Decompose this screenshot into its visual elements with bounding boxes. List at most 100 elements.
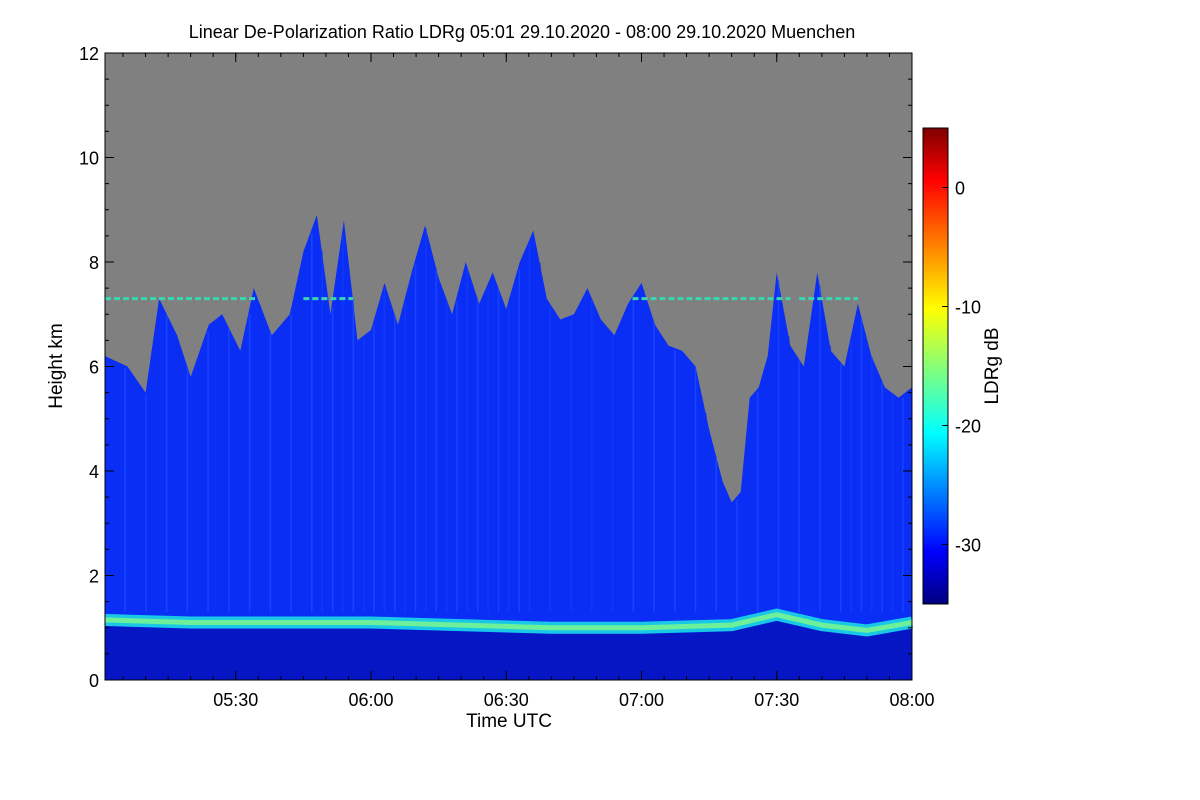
streak	[342, 235, 344, 613]
streak	[746, 433, 749, 613]
y-tick-label: 0	[89, 671, 99, 691]
streak	[798, 360, 800, 613]
streak	[259, 304, 261, 612]
surface-layer-region	[105, 621, 912, 680]
colorbar-ticks: 0 -10 -20 -30	[942, 179, 981, 556]
streak	[155, 326, 158, 613]
x-tick-label: 06:30	[484, 690, 529, 710]
y-tick-label: 2	[89, 567, 99, 587]
streak	[456, 301, 458, 613]
streak	[601, 322, 603, 613]
streak	[829, 345, 832, 613]
streak	[705, 413, 707, 613]
streak	[186, 367, 189, 613]
streak	[165, 314, 168, 613]
streak	[653, 321, 655, 612]
streak	[445, 299, 448, 613]
streak	[684, 356, 686, 613]
streak	[217, 320, 220, 612]
streak	[197, 361, 199, 613]
y-axis: 0 2 4 6 8 10 12	[79, 44, 912, 691]
y-tick-label: 8	[89, 253, 99, 273]
streak	[642, 289, 645, 613]
y-tick-label: 12	[79, 44, 99, 64]
colorbar-tick-label: -30	[955, 536, 981, 556]
streak	[611, 334, 614, 612]
streak	[134, 379, 137, 613]
streak	[290, 314, 292, 613]
streak	[487, 287, 489, 613]
streak	[352, 298, 355, 613]
streak	[476, 299, 479, 612]
streak	[435, 268, 438, 613]
y-tick-label: 10	[79, 149, 99, 169]
y-tick-label: 4	[89, 462, 99, 482]
streak	[373, 324, 375, 613]
streak	[124, 367, 126, 612]
streak	[145, 394, 147, 613]
streak	[891, 395, 894, 612]
streak	[404, 302, 406, 612]
colorbar-label: LDRg dB	[982, 327, 1003, 404]
colorbar-tick-label: -20	[955, 417, 981, 437]
streak	[715, 456, 717, 613]
streak	[114, 362, 116, 612]
streak	[819, 285, 821, 613]
y-axis-label: Height km	[46, 323, 67, 409]
x-axis-label: Time UTC	[466, 711, 552, 732]
x-tick-label: 05:30	[213, 690, 258, 710]
streak	[331, 307, 334, 613]
streak	[383, 288, 386, 612]
streak	[756, 392, 759, 613]
streak	[850, 341, 852, 612]
streak	[725, 491, 728, 613]
streak	[839, 363, 842, 613]
streak	[362, 338, 365, 613]
plot-area	[104, 52, 914, 681]
streak	[788, 336, 790, 613]
streak	[394, 314, 396, 613]
streak	[622, 320, 624, 613]
colorbar: 0 -10 -20 -30 LDRg dB	[922, 127, 1003, 605]
streak	[311, 233, 313, 612]
streak	[902, 397, 904, 613]
colorbar-tick-label: 0	[955, 179, 965, 199]
colorbar-scale	[922, 127, 949, 605]
streak	[570, 318, 572, 613]
chart-title: Linear De-Polarization Ratio LDRg 05:01 …	[189, 22, 855, 42]
streak	[238, 349, 240, 613]
streak	[269, 331, 272, 613]
streak	[736, 499, 738, 612]
y-tick-label: 6	[89, 358, 99, 378]
streak	[176, 335, 178, 612]
streak	[248, 313, 251, 612]
streak	[300, 266, 303, 613]
streak	[591, 299, 593, 613]
streak	[321, 250, 323, 613]
streak	[777, 279, 780, 612]
streak	[518, 269, 520, 613]
x-axis: 05:30 06:00 06:30 07:00 07:30 08:00	[122, 53, 935, 710]
streak	[425, 228, 427, 612]
streak	[871, 356, 873, 613]
streak	[539, 262, 541, 613]
streak	[767, 360, 769, 612]
x-tick-label: 07:00	[619, 690, 664, 710]
streak	[549, 305, 552, 613]
streak	[497, 288, 500, 613]
streak	[580, 303, 583, 613]
x-tick-label: 06:00	[348, 690, 393, 710]
streak	[414, 264, 417, 613]
streak	[674, 350, 676, 613]
streak	[632, 299, 635, 612]
streak	[663, 340, 666, 612]
boundary-layer-core	[104, 612, 913, 633]
streak	[466, 267, 469, 613]
streak	[694, 368, 697, 613]
colorbar-tick-label: -10	[955, 298, 981, 318]
streak	[860, 316, 863, 613]
streak	[228, 328, 230, 612]
streak	[279, 328, 282, 613]
streak	[559, 321, 562, 613]
streak	[528, 243, 531, 613]
